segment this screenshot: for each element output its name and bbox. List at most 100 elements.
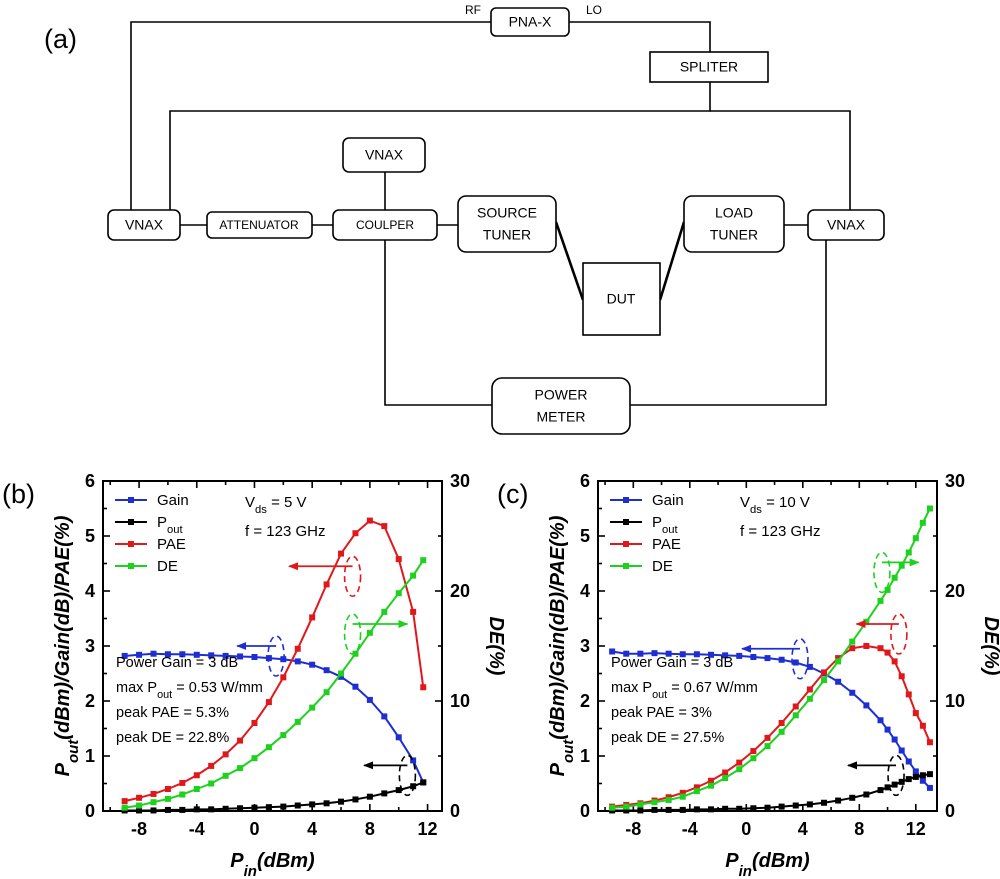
data-point — [926, 784, 933, 791]
data-point — [912, 710, 919, 717]
data-point — [750, 654, 757, 660]
x-tick-label: 8 — [854, 819, 864, 839]
data-point — [352, 683, 359, 690]
data-point — [251, 654, 258, 660]
data-point — [309, 801, 316, 808]
data-point — [905, 776, 912, 783]
data-point — [237, 737, 244, 744]
chart-panel-c: (c)-8 -4 0 4 8 1201234560102030Pin(dBm)Pout(d… — [497, 471, 1000, 879]
coupler-label: COULPER — [356, 218, 414, 232]
data-point — [651, 650, 658, 657]
data-point — [121, 652, 128, 659]
ellipse-gain — [267, 635, 285, 677]
legend-label: Gain — [157, 492, 189, 509]
data-point — [208, 780, 215, 787]
data-point — [179, 791, 186, 798]
y-tick-label: 3 — [85, 636, 95, 656]
ellipse-pae — [343, 555, 362, 598]
data-point — [179, 779, 186, 786]
data-point — [679, 789, 686, 796]
data-point — [884, 586, 891, 593]
data-point — [736, 652, 743, 659]
data-point — [395, 590, 402, 597]
data-point — [381, 713, 388, 720]
data-point — [898, 562, 905, 569]
data-point — [884, 649, 891, 656]
legend-item: Pout — [610, 514, 679, 536]
data-point — [179, 651, 186, 658]
power-gain-annotation: Power Gain = 3 dB — [611, 655, 733, 671]
x-tick-label: -8 — [131, 819, 147, 839]
legend-item: DE — [610, 558, 673, 575]
data-point — [294, 718, 301, 725]
data-point — [280, 732, 287, 739]
data-point — [366, 517, 373, 524]
data-point — [750, 805, 757, 812]
data-point — [764, 655, 771, 662]
y-tick-label: 5 — [580, 526, 590, 546]
data-point — [420, 779, 427, 786]
data-point — [410, 783, 417, 790]
data-point — [366, 629, 373, 636]
data-point — [693, 651, 700, 658]
ellipse-pae — [890, 613, 908, 655]
data-point — [708, 651, 714, 658]
y2-tick-label: 0 — [945, 801, 955, 821]
data-point — [912, 535, 919, 542]
data-point — [150, 799, 157, 806]
y-tick-label: 4 — [580, 581, 590, 601]
data-point — [193, 806, 200, 813]
data-point — [792, 659, 799, 666]
y-tick-label: 0 — [85, 801, 95, 821]
data-point — [891, 658, 898, 665]
data-point — [323, 800, 330, 807]
series-line — [124, 781, 424, 812]
legend-item: PAE — [610, 536, 681, 553]
load-tuner-block: LOAD TUNER — [683, 195, 785, 253]
series-line — [124, 652, 425, 783]
y-tick-label: 0 — [580, 801, 590, 821]
data-point — [884, 726, 891, 733]
data-point — [251, 804, 258, 811]
data-point — [395, 556, 402, 563]
x-tick-label: 0 — [741, 819, 751, 839]
legend-marker — [128, 497, 134, 503]
data-point — [410, 757, 417, 764]
peak-de-annotation: peak DE = 22.8% — [116, 730, 229, 746]
data-point — [136, 807, 143, 814]
data-point — [237, 653, 244, 660]
data-point — [164, 786, 171, 792]
data-point — [136, 651, 143, 658]
source-tuner-label-1: SOURCE — [477, 205, 537, 221]
data-point — [863, 618, 870, 625]
y2-axis-label: DE(%) — [485, 617, 507, 676]
wire-splitter-right — [710, 110, 851, 210]
data-point — [693, 788, 700, 795]
data-point — [665, 797, 672, 803]
y2-tick-label: 20 — [945, 581, 965, 601]
vnax-top-label: VNAX — [365, 147, 404, 163]
data-point — [150, 790, 157, 797]
data-point — [849, 794, 856, 801]
data-point — [792, 703, 799, 710]
panel-tag: (b) — [2, 479, 35, 509]
legend-marker — [623, 563, 629, 569]
data-point — [679, 651, 686, 658]
data-point — [623, 807, 630, 814]
vds-annotation: Vds = 10 V — [740, 494, 810, 516]
power-meter-label-1: POWER — [535, 387, 588, 403]
y-tick-label: 1 — [85, 746, 95, 766]
pnax-label: PNA-X — [509, 14, 552, 30]
legend-marker — [128, 563, 134, 569]
data-point — [821, 677, 827, 684]
data-point — [410, 572, 417, 579]
data-point — [863, 702, 870, 709]
data-point — [806, 686, 813, 693]
data-point — [121, 804, 128, 811]
data-point — [208, 762, 215, 769]
data-point — [265, 804, 272, 811]
series-gain — [609, 648, 933, 791]
data-point — [898, 673, 905, 680]
wire-meter-vnax — [630, 240, 827, 406]
source-tuner-block: SOURCE TUNER — [457, 195, 557, 253]
